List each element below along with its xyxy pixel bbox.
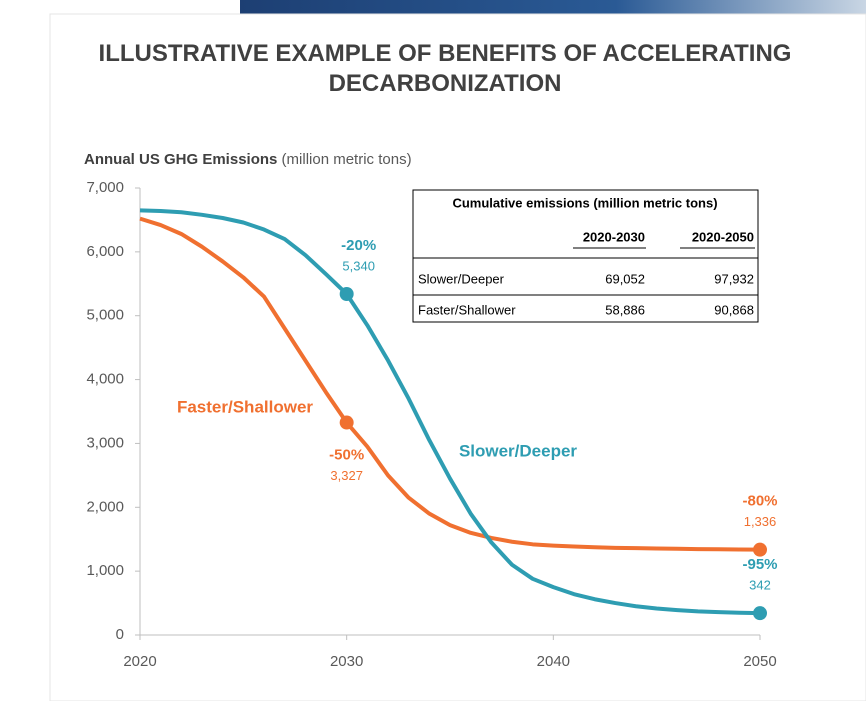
x-tick-label: 2040 — [537, 653, 570, 670]
y-tick-label: 7,000 — [86, 179, 124, 196]
series-line — [139, 216, 761, 552]
table-cell: Faster/Shallower — [418, 302, 516, 317]
point-marker — [339, 287, 354, 302]
point-marker — [753, 542, 767, 557]
point-marker — [753, 606, 767, 621]
y-tick-label: 6,000 — [86, 243, 124, 260]
table-box — [412, 189, 759, 323]
y-axis-label: Annual US GHG Emissions (million metric … — [84, 151, 412, 168]
value-label: 342 — [749, 578, 771, 593]
value-label: 5,340 — [342, 258, 375, 273]
x-tick-label: 2020 — [123, 653, 156, 670]
table-header: 2020-2050 — [692, 229, 754, 244]
series-label: Slower/Deeper — [459, 441, 577, 460]
y-label-bold: Annual US GHG Emissions — [84, 151, 277, 168]
change-label: -80% — [742, 493, 777, 510]
y-label-unit: (million metric tons) — [282, 151, 412, 168]
change-label: -50% — [329, 447, 364, 464]
x-tick-label: 2050 — [743, 653, 776, 670]
table-cell: Slower/Deeper — [418, 271, 505, 286]
value-label: 3,327 — [330, 468, 363, 483]
y-tick-label: 2,000 — [86, 498, 124, 515]
table-cell: 90,868 — [714, 302, 754, 317]
change-label: -20% — [341, 237, 376, 254]
point-marker — [339, 415, 354, 430]
banner — [240, 0, 866, 14]
y-tick-label: 3,000 — [86, 434, 124, 451]
y-tick-label: 5,000 — [86, 307, 124, 324]
y-tick-label: 1,000 — [86, 562, 124, 579]
chart-title: ILLUSTRATIVE EXAMPLE OF BENEFITS OF ACCE… — [99, 40, 792, 97]
change-label: -95% — [742, 556, 777, 573]
x-tick-label: 2030 — [330, 653, 363, 670]
y-tick-label: 0 — [116, 626, 124, 643]
value-label: 1,336 — [744, 514, 777, 529]
frame — [49, 13, 866, 702]
table-cell: 97,932 — [714, 271, 754, 286]
series-label: Faster/Shallower — [177, 397, 313, 416]
table-header: 2020-2030 — [583, 229, 645, 244]
table-title: Cumulative emissions (million metric ton… — [452, 195, 717, 210]
table: Cumulative emissions (million metric ton… — [412, 189, 759, 323]
y-tick-label: 4,000 — [86, 371, 124, 388]
series-line — [139, 208, 761, 616]
table-cell: 69,052 — [605, 271, 645, 286]
plot: 0 1,000 2,000 3,000 4,000 5,000 6,000 7,000 2020… — [86, 179, 777, 670]
table-cell: 58,886 — [605, 302, 645, 317]
